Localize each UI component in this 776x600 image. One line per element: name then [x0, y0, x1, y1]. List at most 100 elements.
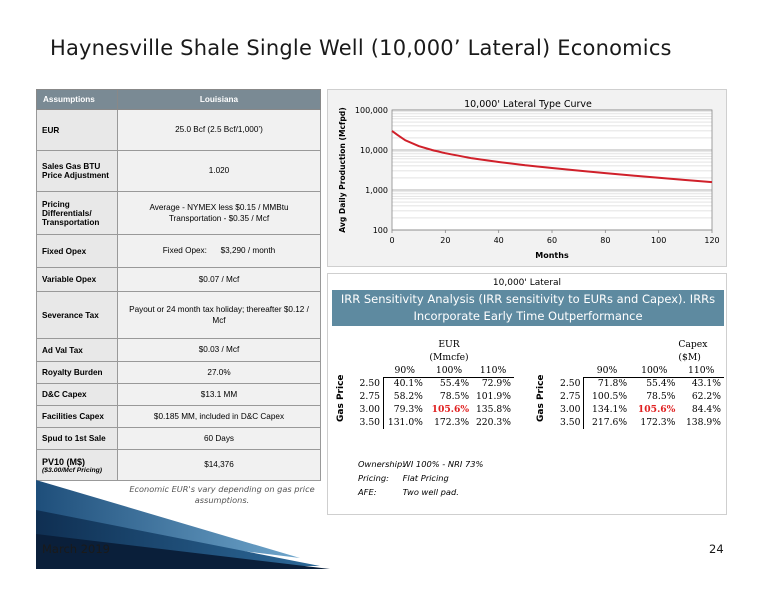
x-tick-label: 40: [494, 236, 504, 245]
note-value: Flat Pricing: [402, 473, 449, 483]
assumption-label: Severance Tax: [36, 291, 118, 339]
type-curve-chart: 100 1,000 10,000 100,000 0 20 40 60 80 100 120 10,…: [338, 99, 720, 260]
eur-row: 2.75 58.2% 78.5% 101.9%: [356, 390, 514, 403]
assumption-row: Sales Gas BTU Price Adjustment 1.020: [36, 150, 321, 192]
capex-col-header: 90%: [583, 364, 631, 378]
capex-title-row: Capex: [554, 338, 724, 351]
x-tick-label: 100: [651, 236, 666, 245]
chart-axes: 100 1,000 10,000 100,000 0 20 40 60 80 100 120: [355, 106, 720, 245]
assumptions-header-row: Assumptions Louisiana: [36, 89, 321, 110]
irr-notes: Ownership: WI 100% - NRI 73% Pricing: Fl…: [358, 457, 483, 499]
eur-sensitivity-table: EUR (Mmcfe) 90% 100% 110% 2.50 40.1% 55.…: [356, 338, 514, 429]
irr-cell: 135.8%: [475, 404, 511, 415]
footer-date: March 2019: [42, 542, 110, 556]
chart-title: 10,000' Lateral Type Curve: [464, 99, 592, 110]
gas-price-cell: 2.75: [356, 390, 385, 403]
irr-cell: 138.9%: [685, 417, 721, 428]
x-tick-label: 120: [704, 236, 719, 245]
assumption-label: D&C Capex: [36, 383, 118, 406]
assumption-label: Ad Val Tax: [36, 338, 118, 362]
assumption-row: PV10 (M$) ($3.00/Mcf Pricing) $14,376: [36, 449, 321, 481]
assumption-label: Royalty Burden: [36, 361, 118, 384]
note-line: AFE: Two well pad.: [358, 485, 483, 499]
swoosh-light: [36, 480, 300, 558]
eur-caption: Economic EUR's vary depending on gas pri…: [129, 484, 315, 505]
x-tick-label: 0: [389, 236, 394, 245]
pv10-sublabel: ($3.00/Mcf Pricing): [42, 466, 103, 474]
irr-cell: 172.3%: [640, 417, 676, 428]
note-label: Pricing:: [358, 473, 389, 483]
note-label: AFE:: [358, 487, 377, 497]
capex-row: 3.50 217.6% 172.3% 138.9%: [554, 416, 724, 429]
note-line: Pricing: Flat Pricing: [358, 471, 483, 485]
assumption-row: Facilities Capex $0.185 MM, included in …: [36, 405, 321, 428]
irr-cell: 58.2%: [393, 391, 423, 402]
gas-price-cell: 3.50: [356, 416, 385, 429]
assumption-row: Severance Tax Payout or 24 month tax hol…: [36, 291, 321, 339]
eur-unit: (Mmcfe): [429, 352, 469, 363]
irr-cell: 43.1%: [691, 378, 721, 390]
eur-col-header-row: 90% 100% 110%: [356, 364, 514, 378]
assumptions-table: Assumptions Louisiana EUR 25.0 Bcf (2.5 …: [36, 89, 321, 481]
irr-cell: 217.6%: [592, 417, 628, 428]
capex-unit: ($M): [678, 352, 701, 363]
assumption-value: 27.0%: [117, 361, 321, 384]
assumption-value: $0.07 / Mcf: [117, 267, 321, 292]
louisiana-header: Louisiana: [117, 89, 321, 110]
gas-price-label-capex: Gas Price: [536, 374, 546, 422]
note-label: Ownership:: [358, 459, 406, 469]
irr-cell: 72.9%: [481, 378, 511, 390]
y-axis-label: Avg Daily Production (Mcfpd): [338, 107, 347, 232]
swoosh-base: [36, 534, 330, 569]
x-tick-label: 20: [440, 236, 450, 245]
chart-series: [391, 130, 713, 184]
gas-price-label-eur: Gas Price: [336, 374, 346, 422]
assumption-value: $0.03 / Mcf: [117, 338, 321, 362]
eur-col-header: 110%: [472, 364, 514, 378]
x-tick-label: 80: [600, 236, 610, 245]
eur-row: 3.50 131.0% 172.3% 220.3%: [356, 416, 514, 429]
irr-sensitivity-panel: 10,000' Lateral IRR Sensitivity Analysis…: [327, 273, 727, 515]
eur-title: EUR: [438, 339, 460, 350]
irr-cell-highlight: 105.6%: [637, 404, 676, 415]
gas-price-cell: 3.00: [554, 403, 585, 416]
chart-gridlines: [392, 109, 712, 231]
note-line: Ownership: WI 100% - NRI 73%: [358, 457, 483, 471]
irr-cell: 131.0%: [387, 417, 423, 428]
assumption-value: 60 Days: [117, 427, 321, 450]
assumption-row: EUR 25.0 Bcf (2.5 Bcf/1,000’): [36, 109, 321, 151]
irr-cell: 100.5%: [592, 391, 628, 402]
type-curve-line: [391, 130, 713, 184]
assumption-label: Fixed Opex: [36, 234, 118, 268]
irr-cell: 55.4%: [646, 378, 676, 390]
capex-title-row: ($M): [554, 351, 724, 364]
capex-row: 2.75 100.5% 78.5% 62.2%: [554, 390, 724, 403]
eur-row: 2.50 40.1% 55.4% 72.9%: [356, 377, 514, 390]
irr-cell: 101.9%: [475, 391, 511, 402]
assumption-value: 1.020: [117, 150, 321, 192]
capex-sensitivity-table: Capex ($M) 90% 100% 110% 2.50 71.8% 55.4…: [554, 338, 724, 429]
y-tick-label: 100,000: [355, 106, 388, 115]
assumption-row: D&C Capex $13.1 MM: [36, 383, 321, 406]
assumptions-header: Assumptions: [36, 89, 118, 110]
assumption-value: Average - NYMEX less $0.15 / MMBtu Trans…: [117, 191, 321, 235]
assumption-row: Royalty Burden 27.0%: [36, 361, 321, 384]
gas-price-cell: 3.00: [356, 403, 385, 416]
assumption-row: Spud to 1st Sale 60 Days: [36, 427, 321, 450]
assumption-row: Ad Val Tax $0.03 / Mcf: [36, 338, 321, 362]
assumption-label-pv10: PV10 (M$) ($3.00/Mcf Pricing): [36, 449, 118, 481]
assumption-value: $0.185 MM, included in D&C Capex: [117, 405, 321, 428]
irr-cell: 84.4%: [691, 404, 721, 415]
assumption-label: Sales Gas BTU Price Adjustment: [36, 150, 118, 192]
page-number: 24: [709, 542, 724, 556]
eur-title-row: (Mmcfe): [356, 351, 514, 364]
irr-cell: 71.8%: [597, 378, 628, 390]
page-title: Haynesville Shale Single Well (10,000’ L…: [50, 36, 672, 60]
assumption-row: Fixed Opex Fixed Opex: $3,290 / month: [36, 234, 321, 268]
capex-col-header: 110%: [678, 364, 724, 378]
irr-banner: IRR Sensitivity Analysis (IRR sensitivit…: [332, 290, 724, 326]
assumption-row: Pricing Differentials/ Transportation Av…: [36, 191, 321, 235]
assumption-value: Fixed Opex: $3,290 / month: [117, 234, 321, 268]
capex-title: Capex: [678, 339, 708, 350]
irr-cell: 220.3%: [475, 417, 511, 428]
